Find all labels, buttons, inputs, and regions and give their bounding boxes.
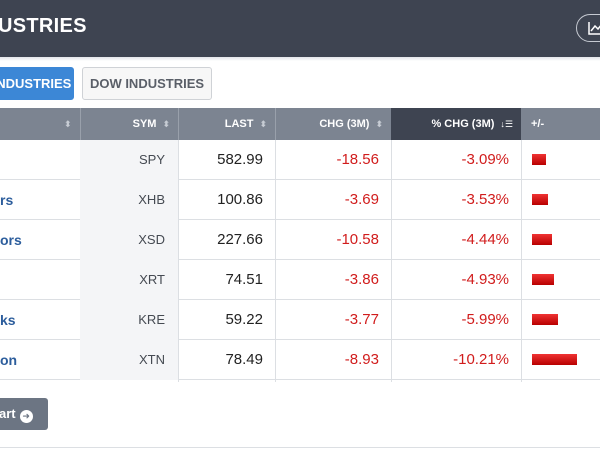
divider	[0, 447, 600, 448]
table-row[interactable]: on XTN 78.49 -8.93 -10.21%	[0, 340, 600, 380]
percent-change-cell: -3.53%	[461, 191, 509, 208]
change-bar-cell	[521, 300, 600, 340]
last-price-cell: 78.49	[225, 351, 263, 368]
change-bar	[532, 314, 558, 325]
change-cell: -8.93	[344, 351, 379, 368]
last-price-cell: 59.22	[225, 311, 263, 328]
tab-dow-industries[interactable]: DOW INDUSTRIES	[82, 67, 212, 100]
header-shadow	[0, 57, 600, 61]
industry-name[interactable]: on	[0, 352, 18, 368]
change-cell: -18.56	[336, 151, 379, 168]
table-row[interactable]: XRT 74.51 -3.86 -4.93%	[0, 260, 600, 300]
symbol-cell: XSD	[80, 220, 178, 260]
symbol-cell: XRT	[80, 260, 178, 300]
column-bar-header: +/-	[531, 118, 545, 130]
change-bar-cell	[521, 220, 600, 260]
panel-title: USTRIES	[0, 15, 87, 37]
industry-name[interactable]	[0, 260, 80, 300]
arrow-right-circle-icon: ➜	[19, 410, 33, 423]
change-bar-cell	[521, 260, 600, 300]
industry-name[interactable]	[0, 140, 80, 180]
change-bar	[532, 154, 546, 165]
chart-button[interactable]: art ➜	[0, 398, 48, 430]
change-cell: -3.69	[344, 191, 379, 208]
last-price-cell: 582.99	[217, 151, 263, 168]
symbol-cell: XTN	[80, 340, 178, 380]
line-chart-icon	[588, 22, 600, 35]
change-cell: -10.58	[336, 231, 379, 248]
percent-change-cell: -3.09%	[461, 151, 509, 168]
change-bar	[532, 354, 577, 365]
percent-change-cell: -4.44%	[461, 231, 509, 248]
industry-name[interactable]: ors	[0, 232, 22, 248]
table-row[interactable]: ks KRE 59.22 -3.77 -5.99%	[0, 300, 600, 340]
table-row[interactable]: ors XSD 227.66 -10.58 -4.44%	[0, 220, 600, 260]
change-bar	[532, 274, 554, 285]
table-row[interactable]: rs XHB 100.86 -3.69 -3.53%	[0, 180, 600, 220]
percent-change-cell: -4.93%	[461, 271, 509, 288]
column-last-header[interactable]: LAST ⬍	[224, 118, 267, 130]
tab-industries[interactable]: INDUSTRIES	[0, 67, 74, 100]
change-cell: -3.77	[344, 311, 379, 328]
change-bar	[532, 194, 548, 205]
percent-change-cell: -10.21%	[453, 351, 509, 368]
change-bar-cell	[521, 180, 600, 220]
column-sym-header[interactable]: SYM ⬍	[132, 118, 170, 130]
symbol-cell: XHB	[80, 180, 178, 220]
sort-icon: ⬍	[64, 119, 72, 129]
table-row[interactable]: SPY 582.99 -18.56 -3.09%	[0, 140, 600, 180]
industry-name[interactable]: rs	[0, 192, 14, 208]
change-cell: -3.86	[344, 271, 379, 288]
last-price-cell: 100.86	[217, 191, 263, 208]
sort-icon: ⬍	[259, 119, 267, 129]
table-header: ⬍ SYM ⬍ LAST ⬍ CHG (3M) ⬍ % CHG (3M) ↓☰ +/-	[0, 108, 600, 140]
chart-view-button[interactable]	[576, 14, 600, 42]
column-chg-header[interactable]: CHG (3M) ⬍	[319, 118, 383, 130]
symbol-cell: KRE	[80, 300, 178, 340]
column-pct-header[interactable]: % CHG (3M) ↓☰	[391, 108, 521, 140]
percent-change-cell: -5.99%	[461, 311, 509, 328]
change-bar	[532, 234, 552, 245]
sort-icon: ⬍	[162, 119, 170, 129]
change-bar-cell	[521, 140, 600, 180]
sort-icon: ⬍	[375, 119, 383, 129]
last-price-cell: 74.51	[225, 271, 263, 288]
column-name-header[interactable]: ⬍	[0, 108, 80, 140]
symbol-cell: SPY	[80, 140, 178, 180]
change-bar-cell	[521, 340, 600, 380]
industry-name[interactable]: ks	[0, 312, 16, 328]
sort-descending-icon: ↓☰	[500, 119, 513, 129]
last-price-cell: 227.66	[217, 231, 263, 248]
panel-header: USTRIES	[0, 0, 600, 57]
